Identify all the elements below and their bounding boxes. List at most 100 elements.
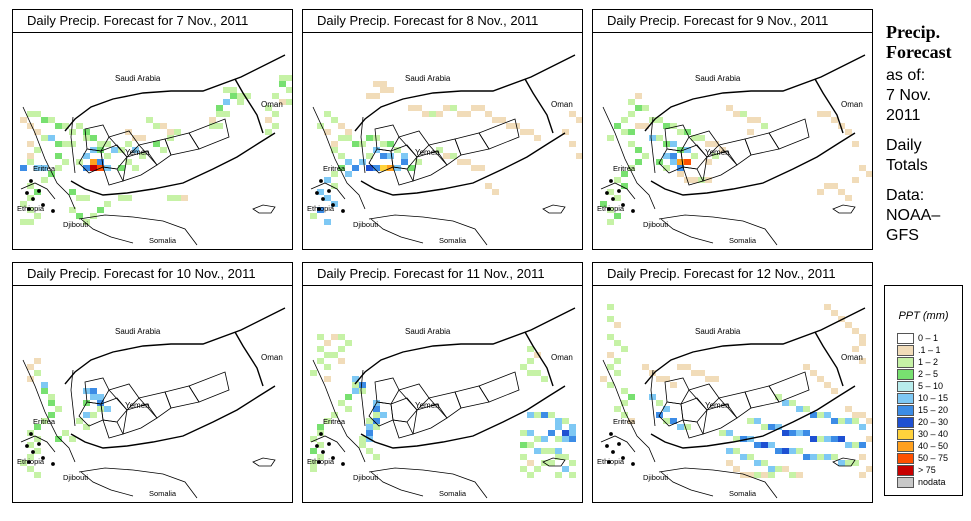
precip-cell — [317, 334, 324, 340]
precip-cell — [740, 454, 747, 460]
precip-cell — [520, 364, 527, 370]
precip-cell — [118, 195, 125, 201]
precip-cell — [635, 105, 642, 111]
precip-cell — [139, 153, 146, 159]
legend-label: 0 – 1 — [918, 333, 939, 343]
boundary-line — [78, 148, 104, 174]
precip-cell — [55, 153, 62, 159]
precip-cell — [230, 87, 237, 93]
precip-cell — [317, 454, 324, 460]
precip-cell — [34, 370, 41, 376]
precip-cell — [317, 358, 324, 364]
precip-cell — [747, 472, 754, 478]
island — [37, 442, 41, 446]
boundary-line — [374, 124, 400, 152]
legend-row: 30 – 40 — [897, 428, 948, 440]
precip-cell — [803, 454, 810, 460]
map-label-oman: Oman — [551, 100, 573, 109]
precip-cell — [621, 400, 628, 406]
map-label-oman: Oman — [841, 353, 863, 362]
map-label-djibouti: Djibouti — [63, 473, 88, 482]
precip-cell — [62, 141, 69, 147]
precip-cell — [345, 394, 352, 400]
boundary-line — [122, 150, 158, 182]
precip-cell — [27, 376, 34, 382]
precip-cell — [712, 141, 719, 147]
legend-row: 5 – 10 — [897, 380, 943, 392]
legend-label: nodata — [918, 477, 946, 487]
precip-cell — [803, 364, 810, 370]
precip-cell — [27, 219, 34, 225]
map-label-oman: Oman — [261, 353, 283, 362]
precip-cell — [775, 394, 782, 400]
precip-cell — [747, 117, 754, 123]
precip-cell — [55, 123, 62, 129]
boundary-line — [658, 214, 778, 246]
legend-label: 50 – 75 — [918, 453, 949, 463]
precip-cell — [824, 183, 831, 189]
legend-row: 40 – 50 — [897, 440, 948, 452]
precip-cell — [373, 165, 380, 171]
island — [605, 444, 609, 448]
boundary-line — [234, 78, 264, 134]
boundary-line — [360, 116, 366, 174]
precip-cell — [366, 448, 373, 454]
map-label-eritrea: Eritrea — [613, 417, 636, 426]
precip-cell — [845, 442, 852, 448]
boundaries — [310, 307, 576, 499]
precip-cell — [733, 466, 740, 472]
side-date-1: 7 Nov. — [886, 87, 932, 104]
precip-cell — [663, 418, 670, 424]
precip-cell — [331, 412, 338, 418]
precip-cell — [76, 213, 83, 219]
precip-cell — [541, 376, 548, 382]
precip-cell — [216, 111, 223, 117]
precip-cell — [789, 400, 796, 406]
side-data-3: GFS — [886, 227, 919, 244]
boundary-line — [644, 54, 866, 132]
precip-cell — [146, 117, 153, 123]
precip-cell — [181, 195, 188, 201]
precip-cell — [656, 376, 663, 382]
precip-cell — [628, 129, 635, 135]
precip-cell — [831, 117, 838, 123]
precip-cell — [492, 117, 499, 123]
boundaries — [20, 54, 286, 246]
precip-cell — [359, 388, 366, 394]
precip-cell — [359, 442, 366, 448]
precip-cell — [562, 430, 569, 436]
map-label-oman: Oman — [261, 100, 283, 109]
precip-cell — [691, 153, 698, 159]
precip-cell — [317, 189, 324, 195]
side-asof: as of: — [886, 67, 926, 84]
precip-cell — [90, 394, 97, 400]
precip-cell — [782, 466, 789, 472]
precip-cell — [387, 87, 394, 93]
precip-cell — [663, 376, 670, 382]
island — [605, 191, 609, 195]
precip-cell — [338, 400, 345, 406]
map-label-djibouti: Djibouti — [353, 220, 378, 229]
precip-cell — [576, 117, 582, 123]
precip-cell — [359, 141, 366, 147]
map-label-ethiopia: Ethiopia — [597, 204, 625, 213]
precip-cell — [310, 436, 317, 442]
precip-cell — [338, 334, 345, 340]
precip-cell — [831, 310, 838, 316]
precip-cell — [317, 346, 324, 352]
precip-cell — [726, 460, 733, 466]
island — [631, 209, 635, 213]
precip-cell — [555, 454, 562, 460]
precip-cell — [614, 406, 621, 412]
precip-cell — [41, 382, 48, 388]
precip-cell — [663, 165, 670, 171]
precip-cell — [621, 129, 628, 135]
precip-cell — [139, 135, 146, 141]
precip-cell — [111, 147, 118, 153]
precip-cell — [684, 424, 691, 430]
legend-row: 50 – 75 — [897, 452, 948, 464]
island — [617, 189, 621, 193]
boundary-line — [600, 182, 636, 200]
precip-cell — [817, 436, 824, 442]
boundary-line — [664, 377, 690, 405]
